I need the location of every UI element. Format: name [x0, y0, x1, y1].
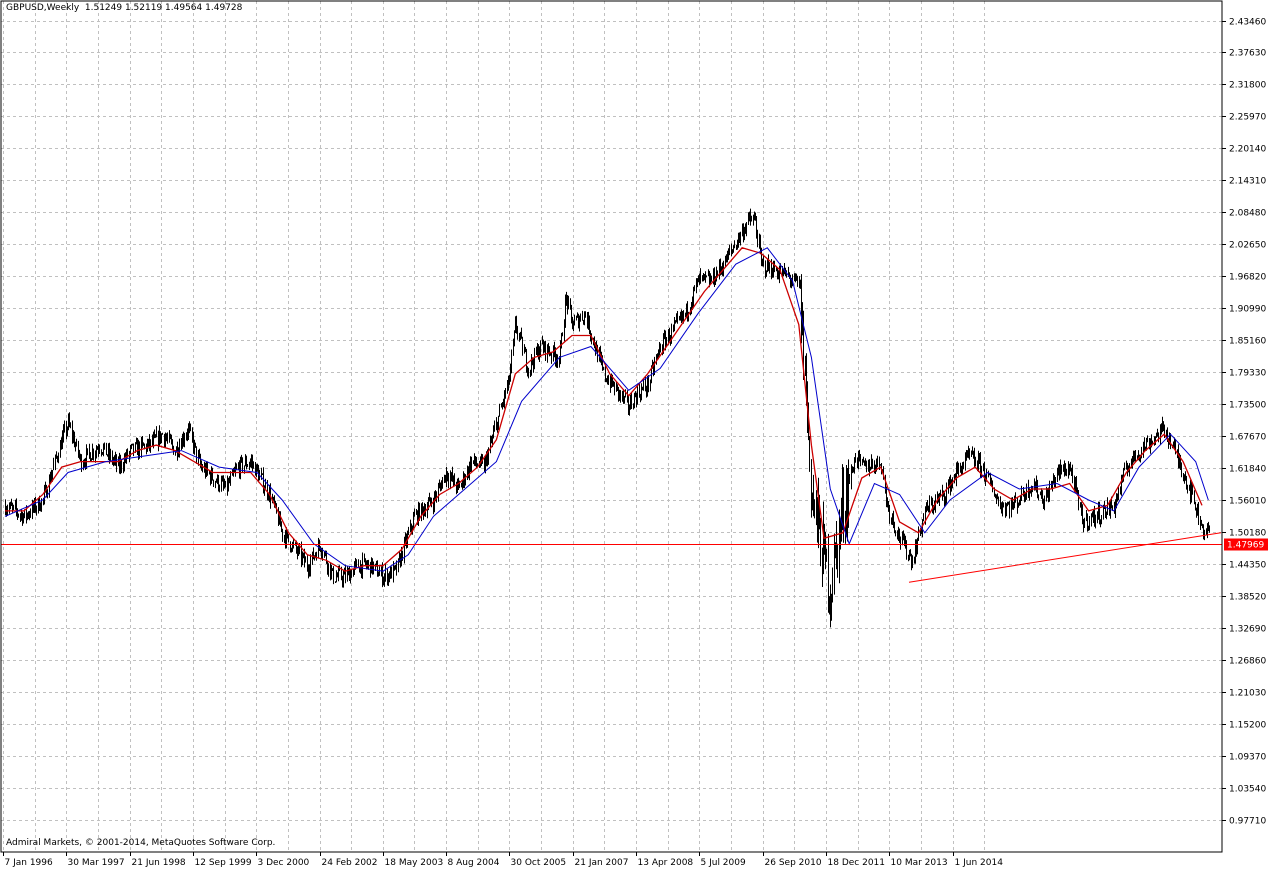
trend-line[interactable]	[908, 532, 1221, 583]
ma-slow-line	[4, 247, 1209, 572]
symbol-label: GBPUSD,Weekly	[6, 3, 80, 13]
y-tick-label: 1.61840	[1229, 465, 1266, 475]
y-tick-label: 1.03540	[1229, 785, 1266, 795]
x-tick-label: 5 Jul 2009	[701, 858, 746, 868]
y-tick-label: 2.37630	[1229, 49, 1266, 59]
chart-header: GBPUSD,Weekly 1.51249 1.52119 1.49564 1.…	[6, 3, 242, 13]
y-tick-label: 1.50180	[1229, 529, 1266, 539]
y-tick-label: 1.85160	[1229, 337, 1266, 347]
price-marker-label: 1.47969	[1227, 541, 1264, 551]
y-tick-label: 1.38520	[1229, 593, 1266, 603]
price-bars	[5, 208, 1210, 628]
x-tick-label: 18 Dec 2011	[828, 858, 886, 868]
y-tick-label: 2.08480	[1229, 209, 1266, 219]
y-tick-label: 0.97710	[1229, 817, 1266, 827]
x-tick-label: 21 Jan 2007	[575, 858, 629, 868]
y-tick-label: 1.32690	[1229, 625, 1266, 635]
x-tick-label: 24 Feb 2002	[322, 858, 378, 868]
y-tick-label: 1.26860	[1229, 657, 1266, 667]
x-axis: 7 Jan 1996 30 Mar 1997 21 Jun 1998 12 Sep 1…	[3, 852, 1004, 868]
y-tick-label: 2.43460	[1229, 18, 1266, 28]
y-tick-label: 1.67670	[1229, 433, 1266, 443]
x-tick-label: 30 Oct 2005	[511, 858, 567, 868]
price-marker-box	[1224, 538, 1268, 551]
x-tick-label: 1 Jun 2014	[955, 858, 1004, 868]
y-tick-label: 1.15200	[1229, 721, 1266, 731]
copyright-text: Admiral Markets, © 2001-2014, MetaQuotes…	[6, 838, 276, 848]
x-tick-label: 26 Sep 2010	[765, 858, 822, 868]
ma-fast-line	[5, 247, 1203, 572]
x-tick-label: 21 Jun 1998	[132, 858, 186, 868]
x-tick-label: 13 Apr 2008	[638, 858, 694, 868]
x-tick-label: 10 Mar 2013	[891, 858, 948, 868]
plot-frame	[0, 0, 1223, 853]
y-tick-label: 1.90990	[1229, 305, 1266, 315]
x-tick-label: 8 Aug 2004	[448, 858, 500, 868]
y-tick-label: 1.96820	[1229, 273, 1266, 283]
y-tick-label: 2.25970	[1229, 113, 1266, 123]
moving-averages	[4, 247, 1209, 572]
y-axis: 2.43460 2.37630 2.31800 2.25970 2.20140 2.143…	[1222, 18, 1266, 827]
y-tick-label: 1.21030	[1229, 689, 1266, 699]
y-tick-label: 2.14310	[1229, 177, 1266, 187]
y-tick-label: 1.79330	[1229, 369, 1266, 379]
y-tick-label: 1.56010	[1229, 497, 1266, 507]
x-tick-label: 30 Mar 1997	[68, 858, 125, 868]
price-marker: 1.47969	[1224, 538, 1268, 551]
chart-grid	[1, 1, 1222, 852]
y-tick-label: 1.09370	[1229, 753, 1266, 763]
y-tick-label: 2.20140	[1229, 145, 1266, 155]
x-tick-label: 12 Sep 1999	[195, 858, 252, 868]
drawn-lines[interactable]	[1, 532, 1222, 583]
y-tick-label: 2.31800	[1229, 81, 1266, 91]
x-tick-label: 3 Dec 2000	[258, 858, 310, 868]
ohlc-values: 1.51249 1.52119 1.49564 1.49728	[84, 3, 243, 13]
x-tick-label: 7 Jan 1996	[5, 858, 53, 868]
y-tick-label: 1.73500	[1229, 401, 1266, 411]
y-tick-label: 1.44350	[1229, 561, 1266, 571]
y-tick-label: 2.02650	[1229, 241, 1266, 251]
x-tick-label: 18 May 2003	[385, 858, 444, 868]
